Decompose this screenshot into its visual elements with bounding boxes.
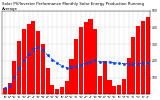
Bar [46,68,50,94]
Bar [103,61,107,94]
Bar [36,31,40,94]
Bar [141,21,145,94]
Bar [50,85,55,94]
Bar [31,21,36,94]
Bar [145,17,150,94]
Bar [131,38,135,94]
Bar [127,57,131,94]
Bar [74,39,78,94]
Bar [112,86,116,94]
Text: Solar PV/Inverter Performance Monthly Solar Energy Production Running Average: Solar PV/Inverter Performance Monthly So… [2,2,144,11]
Bar [8,83,12,94]
Bar [69,59,73,94]
Bar [55,89,59,94]
Bar [65,81,69,94]
Bar [93,29,97,94]
Bar [98,76,102,94]
Bar [12,61,16,94]
Bar [60,87,64,94]
Bar [136,26,140,94]
Bar [84,22,88,94]
Bar [27,24,31,94]
Bar [41,44,45,94]
Bar [117,85,121,94]
Bar [108,80,112,94]
Bar [22,29,26,94]
Bar [88,19,92,94]
Bar [17,41,21,94]
Bar [3,88,7,94]
Bar [79,27,83,94]
Bar [122,79,126,94]
